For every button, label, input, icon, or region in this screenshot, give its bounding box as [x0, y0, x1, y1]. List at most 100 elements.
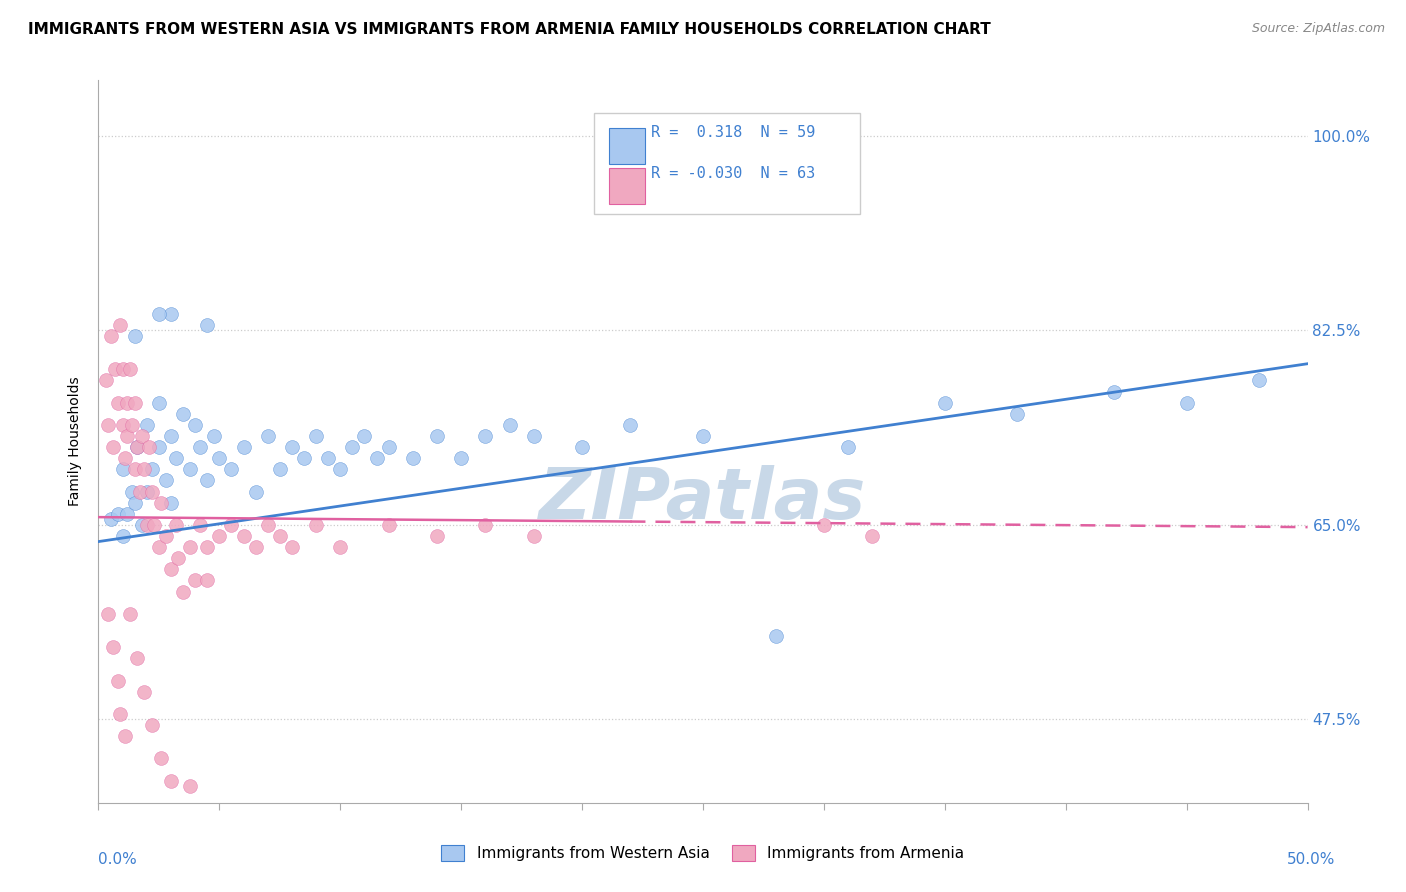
Point [94, 373, 117, 387]
Point [195, 318, 218, 332]
Point [148, 440, 170, 454]
Point [426, 529, 449, 543]
Point [135, 484, 157, 499]
Point [256, 429, 278, 443]
Point [131, 517, 153, 532]
Point [316, 451, 339, 466]
Point [101, 640, 124, 655]
Point [167, 551, 190, 566]
Point [143, 517, 166, 532]
Point [108, 706, 131, 721]
Point [232, 440, 254, 454]
Point [179, 462, 201, 476]
Point [155, 529, 177, 543]
Point [179, 540, 201, 554]
Point [160, 496, 183, 510]
Text: ZIPatlas: ZIPatlas [540, 465, 866, 533]
Point [188, 440, 211, 454]
Point [148, 395, 170, 409]
Point [131, 429, 153, 443]
Point [107, 395, 129, 409]
Point [111, 462, 134, 476]
Point [281, 440, 304, 454]
Point [377, 517, 399, 532]
Point [117, 429, 139, 443]
Point [148, 540, 170, 554]
Point [1249, 373, 1271, 387]
Point [134, 684, 156, 698]
Point [1007, 407, 1029, 421]
Point [100, 329, 122, 343]
FancyBboxPatch shape [595, 112, 860, 214]
Point [305, 429, 328, 443]
Point [269, 529, 291, 543]
Point [342, 440, 364, 454]
Point [1175, 395, 1198, 409]
Point [97, 607, 120, 621]
Point [138, 440, 160, 454]
Point [127, 651, 149, 665]
Point [221, 462, 243, 476]
Point [155, 474, 177, 488]
Point [571, 440, 593, 454]
Point [172, 407, 194, 421]
Point [619, 417, 641, 432]
Point [100, 512, 122, 526]
Point [114, 729, 136, 743]
Point [172, 584, 194, 599]
Point [160, 307, 183, 321]
Point [184, 417, 207, 432]
Point [353, 429, 375, 443]
Point [124, 329, 146, 343]
Point [426, 429, 449, 443]
Point [195, 474, 218, 488]
Point [837, 440, 859, 454]
Point [97, 417, 120, 432]
Point [127, 440, 149, 454]
Point [150, 496, 173, 510]
Point [1102, 384, 1125, 399]
Point [111, 529, 134, 543]
Point [104, 362, 127, 376]
Point [377, 440, 399, 454]
Point [150, 751, 173, 765]
Point [107, 673, 129, 688]
Point [165, 517, 187, 532]
Point [134, 462, 156, 476]
Point [184, 574, 207, 588]
Point [195, 540, 218, 554]
Point [208, 451, 231, 466]
Point [124, 496, 146, 510]
Point [118, 362, 141, 376]
Point [141, 718, 163, 732]
Point [148, 307, 170, 321]
Point [256, 517, 278, 532]
Text: R = -0.030  N = 63: R = -0.030 N = 63 [651, 166, 815, 180]
Point [498, 417, 520, 432]
Point [245, 540, 267, 554]
Point [245, 484, 267, 499]
Point [281, 540, 304, 554]
Point [160, 429, 183, 443]
Point [402, 451, 425, 466]
Point [474, 429, 496, 443]
Point [135, 417, 157, 432]
Point [117, 507, 139, 521]
Point [204, 429, 226, 443]
Point [292, 451, 315, 466]
Point [305, 517, 328, 532]
Point [208, 529, 231, 543]
Point [165, 451, 187, 466]
Point [523, 429, 546, 443]
Point [179, 779, 201, 793]
Point [269, 462, 291, 476]
Y-axis label: Family Households: Family Households [69, 376, 83, 507]
Point [934, 395, 956, 409]
Point [124, 395, 146, 409]
Point [124, 462, 146, 476]
Point [121, 417, 143, 432]
Point [188, 517, 211, 532]
Point [121, 484, 143, 499]
Point [111, 417, 134, 432]
Point [114, 451, 136, 466]
